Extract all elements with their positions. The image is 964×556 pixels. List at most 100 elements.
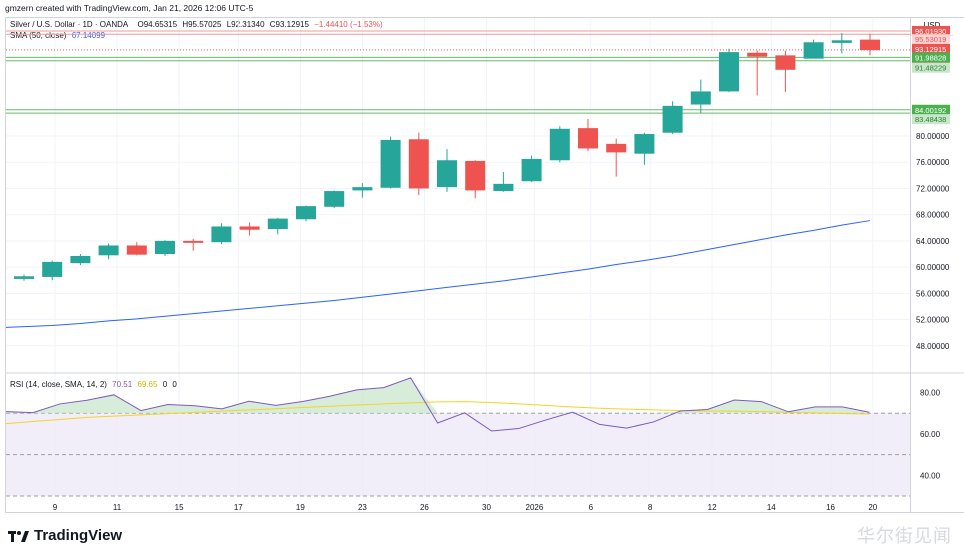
sma-legend[interactable]: SMA (50, close) 67.14099 <box>10 31 108 40</box>
candle-body <box>324 191 345 207</box>
rsi-overbought-fill <box>6 377 870 414</box>
price-tick-label: 68.00000 <box>916 211 950 220</box>
rsi-line <box>5 377 870 432</box>
time-tick-label: 14 <box>767 503 776 512</box>
tradingview-logo-icon <box>8 530 29 542</box>
time-tick-label: 23 <box>358 503 367 512</box>
candle-body <box>380 139 401 188</box>
candle-body <box>352 187 373 191</box>
open-value: O94.65315 <box>137 20 178 29</box>
sma-line <box>5 220 871 328</box>
change-value: −1.44410 (−1.53%) <box>314 20 383 29</box>
candle-body <box>296 206 316 220</box>
candle-body <box>14 276 34 279</box>
symbol-name: Silver / U.S. Dollar · 1D · OANDA <box>10 20 129 29</box>
price-axis[interactable] <box>911 17 964 513</box>
candle-body <box>803 42 824 59</box>
candle-body <box>775 55 796 70</box>
rsi-ma-line <box>5 401 870 425</box>
high-value: H95.57025 <box>182 20 222 29</box>
price-label-text: 91.48229 <box>915 64 946 73</box>
price-label-bg <box>912 25 950 36</box>
price-label-text: 93.12915 <box>915 45 946 54</box>
candle-body <box>549 128 570 161</box>
candle-body <box>493 183 514 192</box>
candle-body <box>126 245 147 255</box>
close-value: C93.12915 <box>269 20 309 29</box>
time-tick-label: 26 <box>420 503 429 512</box>
price-tick-label: 48.00000 <box>916 342 950 351</box>
time-tick-label: 9 <box>53 503 58 512</box>
price-label-box: 91.98828 <box>912 52 950 63</box>
price-tick-label: 60.00000 <box>916 263 950 272</box>
symbol-legend[interactable]: Silver / U.S. Dollar · 1D · OANDA O94.65… <box>10 20 386 29</box>
rsi-legend[interactable]: RSI (14, close, SMA, 14, 2) 70.51 69.65 … <box>10 380 180 389</box>
price-tick-label: 80.00000 <box>916 132 950 141</box>
candle-body <box>211 226 232 243</box>
price-tick-label: 64.00000 <box>916 237 950 246</box>
candle-body <box>521 158 542 182</box>
price-label-text: 91.98828 <box>915 53 946 62</box>
time-tick-label: 6 <box>589 503 594 512</box>
candle-body <box>578 128 598 149</box>
price-label-text: 83.48438 <box>915 115 946 124</box>
candle-body <box>183 240 204 243</box>
candle-body <box>831 40 852 43</box>
candle-body <box>634 134 655 154</box>
time-tick-label: 20 <box>868 503 877 512</box>
price-label-bg <box>912 104 950 115</box>
time-tick-label: 8 <box>648 503 653 512</box>
price-tick-label: 72.00000 <box>916 184 950 193</box>
rsi-tick-label: 40.00 <box>920 471 941 480</box>
rsi-extra-1: 0 <box>162 380 168 389</box>
candle-body <box>662 105 683 133</box>
candle-body <box>98 245 119 256</box>
price-label-text: 96.01930 <box>915 27 946 36</box>
candle-body <box>70 255 91 264</box>
price-label-box: 91.48229 <box>912 62 950 73</box>
candle-body <box>267 218 288 230</box>
price-tick-label: 76.00000 <box>916 158 950 167</box>
watermark: 华尔街见闻 <box>857 526 952 546</box>
chart-frame <box>5 17 911 513</box>
candle-body <box>747 52 768 57</box>
candle-body <box>465 160 486 191</box>
time-tick-label: 17 <box>234 503 243 512</box>
price-tick-label: 52.00000 <box>916 316 950 325</box>
rsi-label: RSI (14, close, SMA, 14, 2) <box>10 380 107 389</box>
candle-body <box>42 261 63 277</box>
candle-body <box>239 226 260 230</box>
price-label-bg <box>912 114 950 125</box>
price-label-box: 84.00192 <box>912 104 950 115</box>
time-tick-label: 19 <box>296 503 305 512</box>
candle-body <box>437 160 457 188</box>
rsi-extra-2: 0 <box>172 380 177 389</box>
price-label-bg <box>912 43 950 54</box>
time-tick-label: 12 <box>708 503 717 512</box>
price-label-box: 95.53019 <box>912 34 950 45</box>
time-tick-label: 11 <box>113 503 122 512</box>
time-tick-label: 30 <box>482 503 491 512</box>
time-tick-label: 16 <box>826 503 835 512</box>
price-label-box: 93.12915 <box>912 43 950 54</box>
rsi-value: 70.51 <box>112 380 133 389</box>
candle-body <box>606 143 627 153</box>
price-label-bg <box>912 52 950 63</box>
time-tick-label: 15 <box>175 503 184 512</box>
rsi-ma-value: 69.65 <box>137 380 158 389</box>
price-label-bg <box>912 34 950 45</box>
price-label-bg <box>912 62 950 73</box>
low-value: L92.31340 <box>226 20 265 29</box>
price-label-text: 95.53019 <box>915 35 946 44</box>
price-label-text: 84.00192 <box>915 106 946 115</box>
tradingview-logo[interactable]: TradingView <box>8 527 122 544</box>
candle-body <box>155 240 175 254</box>
candle-body <box>690 91 711 105</box>
rsi-tick-label: 80.00 <box>920 389 941 398</box>
candle-body <box>860 39 880 51</box>
time-tick-label: 2026 <box>526 503 544 512</box>
created-by-caption: gmzern created with TradingView.com, Jan… <box>5 3 254 13</box>
price-label-box: 96.01930 <box>912 25 950 36</box>
price-tick-label: 56.00000 <box>916 289 950 298</box>
